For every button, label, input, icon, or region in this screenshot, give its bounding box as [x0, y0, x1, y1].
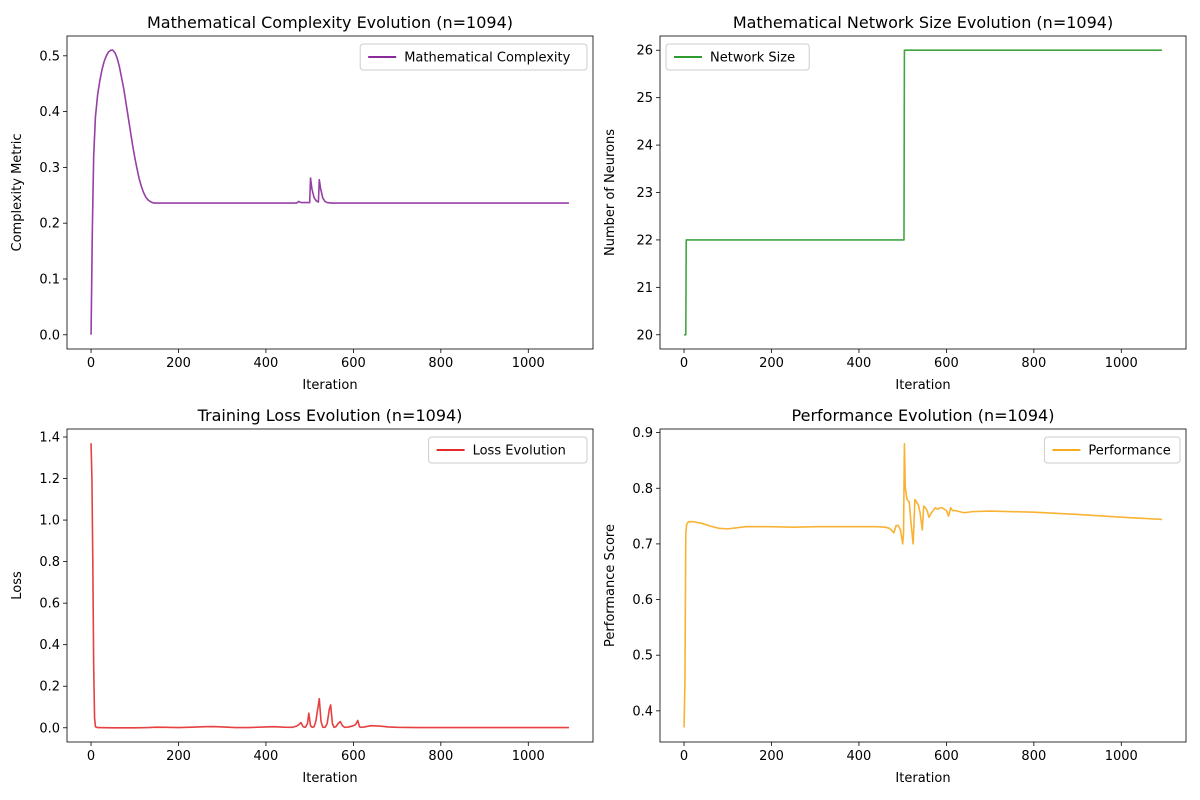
x-axis-label: Iteration: [895, 378, 950, 393]
y-tick-label: 0.0: [39, 721, 60, 736]
legend-box: [359, 43, 588, 71]
y-tick-label: 0.3: [39, 161, 60, 176]
legend: Mathematical Complexity: [359, 43, 588, 71]
x-tick-label: 1000: [1105, 356, 1138, 371]
subplot-4: Performance Evolution (n=1094) 0 200 400 600…: [603, 406, 1187, 786]
y-tick-label: 23: [636, 186, 653, 201]
y-tick-label: 25: [636, 91, 653, 106]
y-tick-label: 1.2: [39, 472, 60, 487]
legend: Loss Evolution: [428, 436, 588, 464]
legend-label: Loss Evolution: [473, 444, 566, 459]
x-axis-label: Iteration: [302, 771, 357, 786]
y-axis-label: Loss: [10, 571, 25, 600]
chart-title: Mathematical Network Size Evolution (n=1…: [733, 13, 1113, 32]
y-tick-label: 0.7: [632, 537, 653, 552]
y-tick-label: 1.0: [39, 514, 60, 529]
x-tick-label: 400: [254, 749, 279, 764]
y-tick-label: 26: [636, 44, 653, 59]
subplot-3: Training Loss Evolution (n=1094) 0 200 400 6…: [10, 406, 594, 786]
y-tick-label: 0.2: [39, 680, 60, 695]
x-tick-label: 0: [87, 749, 95, 764]
legend-label: Mathematical Complexity: [404, 51, 570, 66]
subplot-2: Mathematical Network Size Evolution (n=1…: [603, 13, 1187, 393]
legend: Performance: [1043, 436, 1181, 464]
x-tick-label: 200: [166, 356, 191, 371]
series-line: [90, 49, 569, 335]
series-line: [90, 443, 569, 729]
plot-frame: [659, 35, 1187, 350]
y-tick-label: 0.1: [39, 272, 60, 287]
y-tick-label: 0.5: [632, 649, 653, 664]
legend-box: [428, 436, 588, 464]
x-axis-label: Iteration: [895, 771, 950, 786]
y-tick-label: 0.0: [39, 328, 60, 343]
plot-frame: [66, 428, 594, 743]
chart-title: Performance Evolution (n=1094): [792, 406, 1055, 425]
chart-title: Mathematical Complexity Evolution (n=109…: [147, 13, 513, 32]
legend-box: [665, 43, 810, 71]
y-tick-label: 0.8: [39, 555, 60, 570]
x-tick-label: 600: [341, 749, 366, 764]
series-line: [683, 442, 1162, 728]
y-tick-label: 0.6: [632, 593, 653, 608]
legend-label: Performance: [1088, 444, 1170, 459]
y-tick-label: 21: [636, 281, 653, 296]
x-axis-label: Iteration: [302, 378, 357, 393]
x-tick-label: 0: [680, 356, 688, 371]
y-tick-label: 0.8: [632, 482, 653, 497]
y-tick-label: 22: [636, 233, 653, 248]
x-tick-label: 1000: [1105, 749, 1138, 764]
y-tick-label: 24: [636, 139, 653, 154]
x-tick-label: 200: [759, 749, 784, 764]
plot-frame: [66, 35, 594, 350]
x-tick-label: 600: [934, 356, 959, 371]
chart-title: Training Loss Evolution (n=1094): [197, 406, 463, 425]
y-tick-label: 0.4: [632, 704, 653, 719]
y-axis-label: Complexity Metric: [10, 134, 25, 252]
y-tick-label: 0.9: [632, 426, 653, 441]
x-tick-label: 400: [847, 356, 872, 371]
x-tick-label: 200: [759, 356, 784, 371]
y-tick-label: 1.4: [39, 430, 60, 445]
x-tick-label: 1000: [512, 749, 545, 764]
y-tick-label: 0.4: [39, 638, 60, 653]
subplot-1: Mathematical Complexity Evolution (n=109…: [10, 13, 594, 393]
x-tick-label: 400: [254, 356, 279, 371]
y-tick-label: 0.2: [39, 217, 60, 232]
legend-label: Network Size: [710, 51, 795, 66]
x-tick-label: 400: [847, 749, 872, 764]
y-axis-label: Number of Neurons: [603, 129, 618, 256]
y-axis-label: Performance Score: [603, 524, 618, 647]
legend-box: [1043, 436, 1181, 464]
x-tick-label: 800: [428, 749, 453, 764]
y-tick-label: 0.6: [39, 597, 60, 612]
y-tick-label: 0.4: [39, 105, 60, 120]
x-tick-label: 600: [934, 749, 959, 764]
series-line: [684, 49, 1162, 336]
x-tick-label: 0: [680, 749, 688, 764]
x-tick-label: 0: [87, 356, 95, 371]
x-tick-label: 800: [1021, 749, 1046, 764]
x-tick-label: 200: [166, 749, 191, 764]
x-tick-label: 1000: [512, 356, 545, 371]
x-tick-label: 800: [1021, 356, 1046, 371]
y-tick-label: 0.5: [39, 49, 60, 64]
plot-frame: [659, 428, 1187, 743]
legend: Network Size: [665, 43, 810, 71]
y-tick-label: 20: [636, 328, 653, 343]
x-tick-label: 600: [341, 356, 366, 371]
x-tick-label: 800: [428, 356, 453, 371]
